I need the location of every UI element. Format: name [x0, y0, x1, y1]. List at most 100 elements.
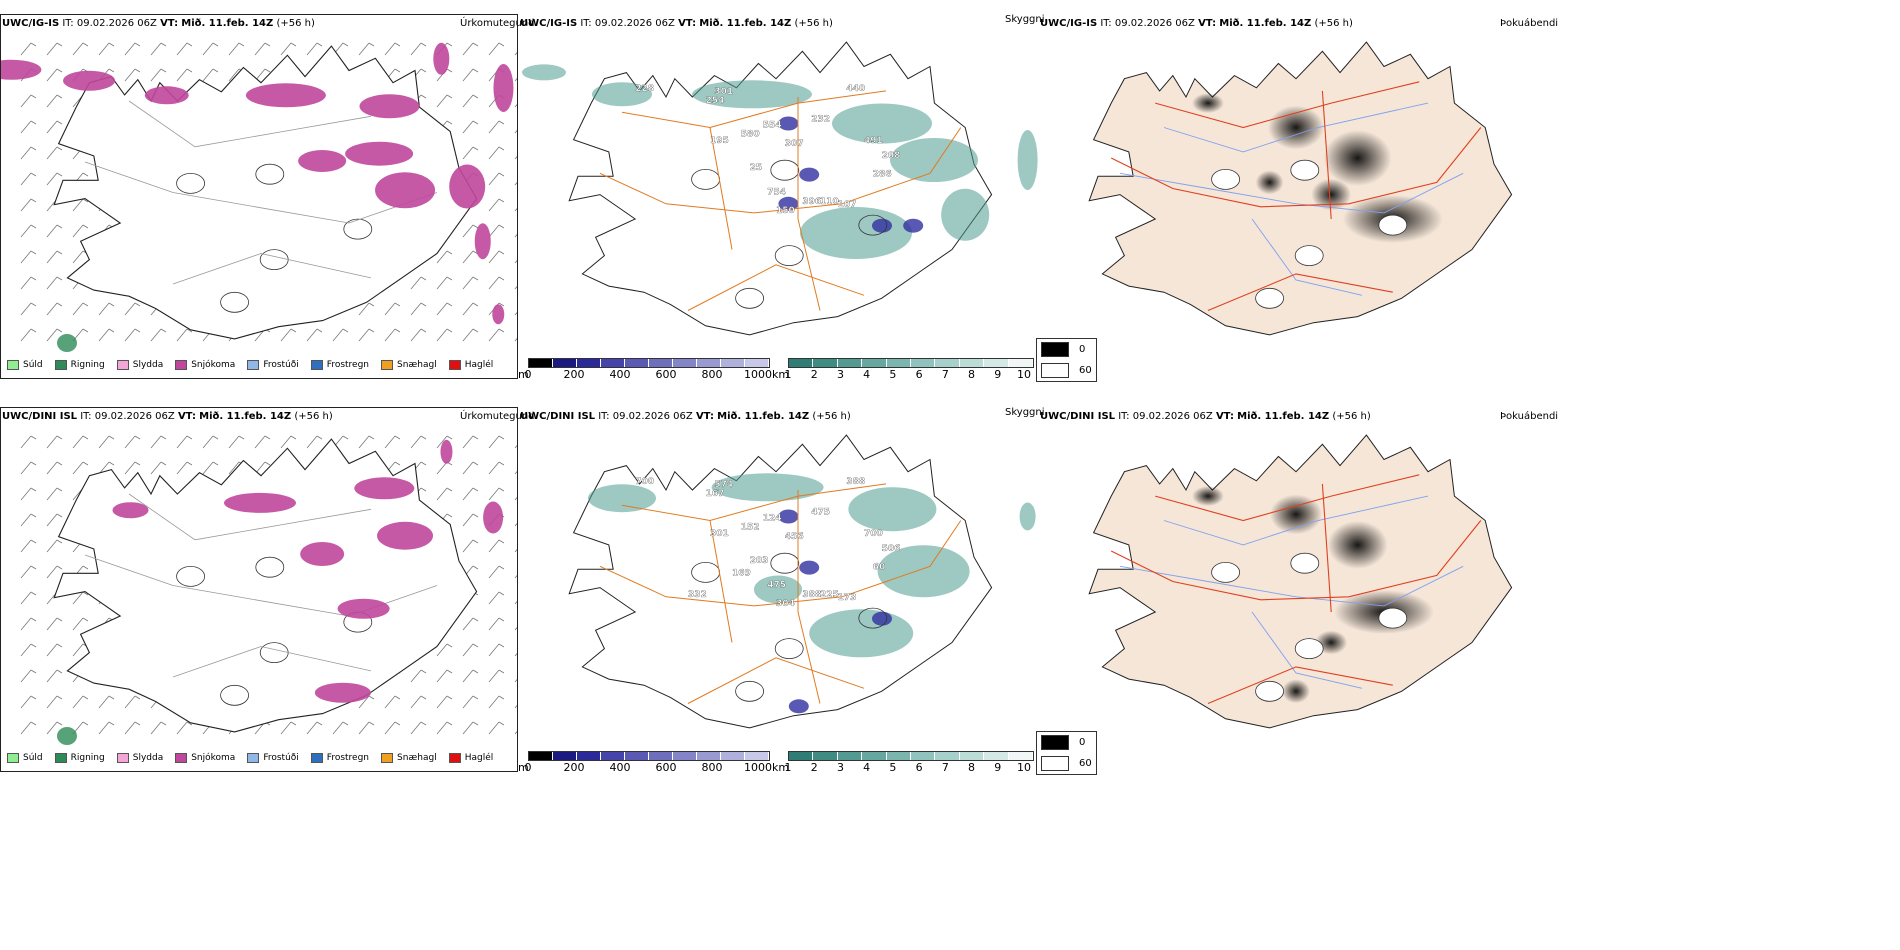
snow-area — [1, 59, 42, 80]
wind-barb — [358, 435, 375, 449]
wind-barb — [488, 643, 505, 657]
road — [172, 646, 372, 678]
precip-panel-top: Súld Rigning Slydda Snjókoma Frostúði Frostre… — [0, 14, 518, 379]
precip-panel-bottom: Súld Rigning Slydda Snjókoma Frostúði Frostre… — [0, 407, 518, 772]
fog-area — [1323, 130, 1392, 186]
wind-barb — [462, 224, 479, 238]
fog-panel-bottom — [1038, 407, 1558, 772]
low-ceiling-area — [778, 509, 799, 524]
glacier — [1290, 552, 1320, 574]
wind-barb — [514, 51, 517, 56]
wind-barb — [410, 669, 427, 683]
glacier — [1378, 214, 1408, 236]
legend-swatch — [310, 753, 323, 763]
wind-barb — [462, 120, 479, 134]
ceiling-value-label: 173 — [838, 593, 857, 603]
wind-barb — [20, 224, 37, 238]
ceiling-value-label: 301 — [710, 529, 729, 539]
legend-swatch — [448, 360, 461, 370]
wind-barb — [46, 276, 63, 290]
wind-barb — [462, 539, 479, 553]
wind-barb — [462, 302, 479, 316]
low-ceiling-area — [799, 167, 820, 182]
fog-map-bottom — [1088, 434, 1513, 729]
vis-ticks: km 1 2 3 4 5 6 7 8 9 10 — [772, 761, 1031, 774]
tick-label: 400 — [609, 761, 631, 774]
ceiling-ticks: m 0 200 400 600 800 1000 — [518, 368, 772, 381]
wind-barb — [20, 721, 37, 735]
vis-panel-bottom: 700 574 167 301 152 124 456 475 388 700 506 60 475 30… — [518, 407, 1038, 772]
wind-barb — [20, 276, 37, 290]
wind-barb — [280, 328, 297, 342]
snow-area — [144, 86, 189, 105]
road — [621, 90, 887, 129]
wind-barb — [176, 42, 193, 56]
panel-title-precip-top: UWC/IG-IS IT: 09.02.2026 06Z VT: Mið. 11… — [2, 18, 315, 29]
wind-barb — [488, 617, 505, 631]
low-visibility-area — [522, 64, 566, 81]
low-ceiling-area — [778, 116, 799, 131]
ceiling-colorbar — [528, 751, 770, 761]
wind-barb — [98, 302, 115, 316]
wind-barb — [20, 435, 37, 449]
tick-label: 6 — [915, 368, 923, 381]
low-ceiling-area — [872, 218, 892, 233]
legend-item: Frostúði — [247, 360, 299, 370]
wind-barb — [46, 172, 63, 186]
wind-barb — [462, 513, 479, 527]
wind-barb — [462, 721, 479, 735]
wind-barb — [488, 120, 505, 134]
snow-area — [433, 42, 450, 75]
wind-barb — [358, 721, 375, 735]
ceiling-value-label: 700 — [635, 477, 654, 487]
wind-barb — [280, 721, 297, 735]
wind-barb — [20, 513, 37, 527]
glacier — [1290, 159, 1320, 181]
wind-barb — [72, 198, 89, 212]
wind-barb — [488, 328, 505, 342]
wind-barb — [436, 669, 453, 683]
wind-barb — [514, 496, 517, 501]
tick-label: 0 — [524, 761, 532, 774]
wind-barb — [514, 77, 517, 82]
glacier — [1255, 680, 1285, 702]
wind-barb — [176, 721, 193, 735]
wind-barb — [358, 328, 375, 342]
wind-barb — [332, 328, 349, 342]
snow-area — [483, 501, 504, 534]
wind-barb — [514, 233, 517, 238]
ceiling-value-label: 388 — [802, 590, 821, 600]
wind-barb — [462, 276, 479, 290]
iceland-land — [1088, 41, 1513, 336]
snow-area — [337, 598, 390, 619]
wind-barb — [46, 250, 63, 264]
ceiling-value-label: 475 — [767, 581, 786, 591]
legend-item: Snæhagl — [381, 360, 437, 370]
wind-barb — [488, 487, 505, 501]
ceiling-value-label: 700 — [864, 529, 883, 539]
road — [1110, 127, 1482, 208]
snow-area — [314, 682, 371, 703]
legend-item: Snjókoma — [175, 753, 235, 763]
fog-area — [1327, 520, 1388, 569]
road — [797, 490, 821, 704]
wind-barb — [462, 94, 479, 108]
low-ceiling-area — [788, 699, 809, 714]
tick-label: 200 — [563, 368, 585, 381]
legend-swatch — [116, 360, 129, 370]
snow-area — [440, 439, 453, 464]
panel-tag-vis-bottom: Skyggni — [1005, 407, 1045, 418]
glacier — [1255, 287, 1285, 309]
wind-barb — [488, 172, 505, 186]
wind-barb — [228, 435, 245, 449]
wind-barb — [488, 565, 505, 579]
wind-barb — [150, 328, 167, 342]
tick-label: 5 — [889, 368, 897, 381]
wind-barb — [124, 695, 141, 709]
legend-label: Súld — [23, 753, 43, 763]
panel-tag-precip-top: Úrkomutegund — [460, 18, 535, 29]
road — [687, 657, 865, 704]
wind-barb — [176, 328, 193, 342]
snow-area — [245, 83, 326, 108]
tick-label: 10 — [1017, 368, 1031, 381]
